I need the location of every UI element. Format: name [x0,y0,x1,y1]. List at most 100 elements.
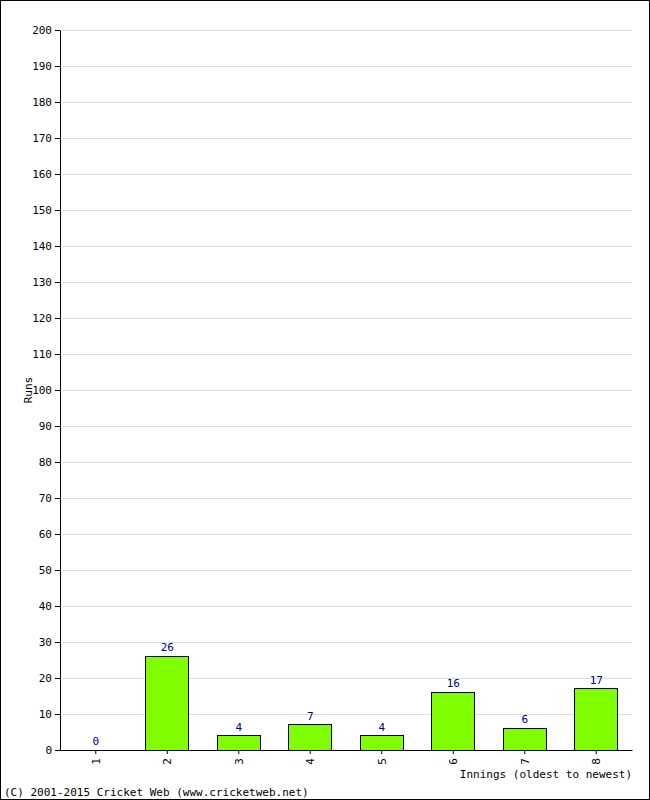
y-tick-label: 140 [32,240,52,253]
y-tick: 140 [32,240,60,253]
y-tick-mark [55,534,60,535]
x-tick-mark [596,750,597,754]
grid-line [60,354,632,355]
y-axis-title: Runs [22,377,35,404]
y-tick-label: 20 [39,672,52,685]
y-tick-label: 80 [39,456,52,469]
y-tick-mark [55,678,60,679]
y-tick: 50 [39,564,60,577]
y-tick-label: 10 [39,708,52,721]
grid-line [60,534,632,535]
x-tick-label: 1 [90,758,103,765]
grid [60,30,632,750]
y-tick: 190 [32,60,60,73]
bar [360,736,403,750]
grid-line [60,642,632,643]
y-tick-mark [55,498,60,499]
y-tick-label: 200 [32,24,52,37]
grid-line [60,210,632,211]
y-tick-mark [55,174,60,175]
x-tick-label: 8 [590,758,603,765]
y-tick: 20 [39,672,60,685]
data-label: 16 [447,677,460,690]
grid-line [60,174,632,175]
bar [503,728,546,750]
grid-line [60,30,632,31]
y-axis-line [60,31,61,751]
plot: 0264741661701020304050607080901001101201… [32,24,632,765]
data-labels: 02647416617 [92,641,602,748]
y-tick: 150 [32,204,60,217]
y-tick-label: 170 [32,132,52,145]
bar [575,689,618,750]
y-tick-label: 110 [32,348,52,361]
data-label: 6 [521,713,528,726]
grid-line [60,318,632,319]
x-axis: 1 2 3 4 5 6 7 8 [61,750,633,765]
y-tick-mark [55,282,60,283]
grid-line [60,282,632,283]
bars [146,656,618,750]
grid-line [60,570,632,571]
y-tick-label: 120 [32,312,52,325]
y-tick-mark [55,210,60,211]
bar [146,656,189,750]
y-tick: 30 [39,636,60,649]
frame [1,1,650,800]
x-tick-label: 6 [447,758,460,765]
grid-line [60,498,632,499]
grid-line [60,246,632,247]
x-axis-title: Innings (oldest to newest) [460,768,632,781]
grid-line [60,138,632,139]
y-tick-label: 180 [32,96,52,109]
y-tick-label: 30 [39,636,52,649]
bar [289,725,332,750]
y-tick-mark [55,354,60,355]
data-label: 4 [378,721,385,734]
y-tick: 160 [32,168,60,181]
data-label: 4 [235,721,242,734]
grid-line [60,426,632,427]
x-tick: 4 [304,750,317,765]
y-tick-mark [55,750,60,751]
y-tick-mark [55,390,60,391]
x-tick-label: 5 [376,758,389,765]
y-tick-mark [55,30,60,31]
data-label: 7 [307,710,314,723]
x-axis-line [61,750,633,751]
x-tick: 3 [233,750,246,765]
y-tick: 120 [32,312,60,325]
y-tick-mark [55,426,60,427]
y-tick: 130 [32,276,60,289]
data-label: 26 [161,641,174,654]
annotation: (C) 2001-2015 Cricket Web (www.cricketwe… [4,786,309,799]
y-tick-mark [55,570,60,571]
y-tick-label: 50 [39,564,52,577]
y-tick: 110 [32,348,60,361]
y-tick-label: 160 [32,168,52,181]
y-tick-label: 150 [32,204,52,217]
y-tick: 70 [39,492,60,505]
x-tick-mark [524,750,525,754]
y-tick-mark [55,318,60,319]
data-label: 17 [590,674,603,687]
x-tick-label: 7 [519,758,532,765]
x-tick: 8 [590,750,603,765]
grid-line [60,462,632,463]
y-tick: 10 [39,708,60,721]
y-tick-mark [55,606,60,607]
y-tick-label: 70 [39,492,52,505]
y-tick-mark [55,714,60,715]
x-tick: 2 [161,750,174,765]
x-tick-mark [167,750,168,754]
y-tick: 60 [39,528,60,541]
y-tick-mark [55,462,60,463]
x-tick: 7 [519,750,532,765]
y-tick-label: 190 [32,60,52,73]
x-tick: 6 [447,750,460,765]
x-tick: 1 [90,750,103,765]
y-tick-label: 130 [32,276,52,289]
x-tick-mark [310,750,311,754]
y-tick: 170 [32,132,60,145]
y-tick: 0 [45,744,60,757]
